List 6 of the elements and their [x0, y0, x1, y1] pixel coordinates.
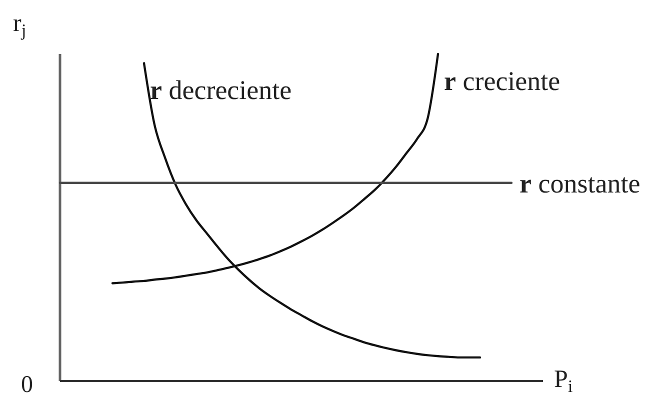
series-label: r constante — [520, 168, 640, 198]
x-axis-title: P$_{i}$ — [554, 366, 573, 396]
series-label: r decreciente — [150, 75, 292, 106]
series-label: r creciente — [444, 66, 560, 96]
y-axis-title: r$_{j}$ — [13, 10, 26, 40]
text: 0 — [21, 372, 33, 398]
